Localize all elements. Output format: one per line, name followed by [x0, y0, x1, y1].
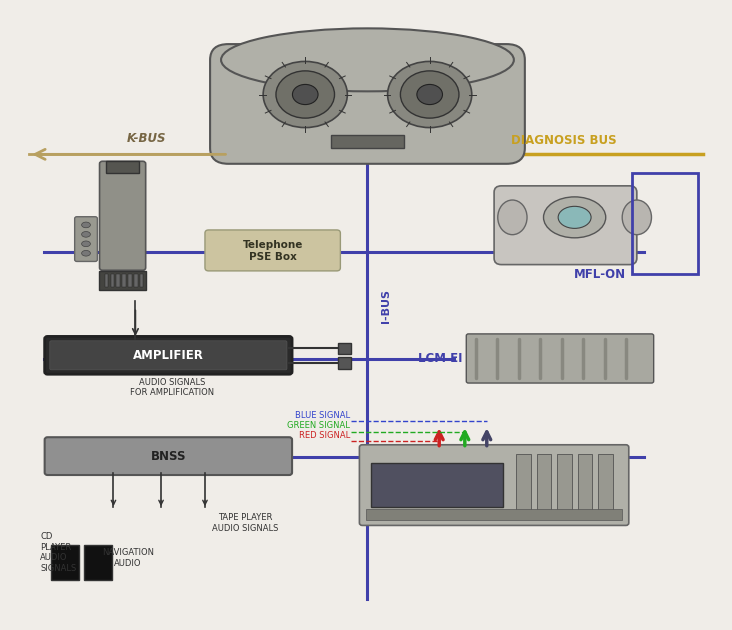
Ellipse shape	[81, 241, 90, 246]
FancyBboxPatch shape	[494, 186, 637, 265]
Text: Telephone
PSE Box: Telephone PSE Box	[242, 240, 303, 261]
FancyBboxPatch shape	[205, 230, 340, 271]
Ellipse shape	[81, 232, 90, 237]
Ellipse shape	[81, 250, 90, 256]
Bar	[106, 161, 139, 173]
Ellipse shape	[400, 71, 459, 118]
Bar	[134, 274, 138, 287]
Bar	[338, 343, 351, 355]
Bar	[338, 357, 351, 369]
Text: GREEN SIGNAL: GREEN SIGNAL	[287, 421, 350, 430]
Text: CD
PLAYER
AUDIO
SIGNALS: CD PLAYER AUDIO SIGNALS	[40, 532, 77, 573]
Text: AMPLIFIER: AMPLIFIER	[133, 349, 203, 362]
FancyBboxPatch shape	[100, 161, 146, 270]
Bar	[578, 454, 592, 517]
FancyBboxPatch shape	[45, 336, 292, 374]
Bar	[598, 454, 613, 517]
Bar	[128, 274, 132, 287]
FancyBboxPatch shape	[45, 437, 292, 475]
Text: RED SIGNAL: RED SIGNAL	[299, 431, 350, 440]
Bar	[140, 274, 143, 287]
Ellipse shape	[498, 200, 527, 234]
FancyBboxPatch shape	[210, 44, 525, 164]
Ellipse shape	[292, 84, 318, 105]
Text: NAVIGATION
AUDIO: NAVIGATION AUDIO	[102, 548, 154, 568]
Bar	[51, 545, 79, 580]
Text: MFL-ON: MFL-ON	[574, 268, 627, 281]
Text: I-BUS: I-BUS	[381, 289, 391, 323]
Ellipse shape	[622, 200, 651, 234]
Bar	[122, 274, 126, 287]
Text: K-BUS: K-BUS	[127, 132, 166, 145]
Bar	[99, 271, 146, 290]
Text: BNSS: BNSS	[151, 450, 186, 462]
Ellipse shape	[543, 197, 606, 238]
Bar	[105, 274, 108, 287]
Ellipse shape	[558, 207, 591, 228]
Bar	[557, 454, 572, 517]
Bar	[331, 135, 404, 148]
Text: AUDIO SIGNALS
FOR AMPLIFICATION: AUDIO SIGNALS FOR AMPLIFICATION	[130, 378, 214, 398]
FancyBboxPatch shape	[359, 445, 629, 525]
Bar	[516, 454, 531, 517]
Ellipse shape	[221, 28, 514, 91]
Bar	[84, 545, 112, 580]
Ellipse shape	[276, 71, 335, 118]
Ellipse shape	[417, 84, 442, 105]
Bar	[116, 274, 120, 287]
Ellipse shape	[387, 61, 471, 127]
FancyBboxPatch shape	[466, 334, 654, 383]
Bar	[371, 463, 503, 507]
Text: LCM EI: LCM EI	[418, 352, 463, 365]
FancyBboxPatch shape	[75, 217, 97, 261]
Bar	[366, 509, 622, 520]
Ellipse shape	[81, 222, 90, 227]
FancyBboxPatch shape	[50, 341, 287, 370]
Text: TAPE PLAYER
AUDIO SIGNALS: TAPE PLAYER AUDIO SIGNALS	[212, 513, 278, 533]
Text: BLUE SIGNAL: BLUE SIGNAL	[295, 411, 350, 420]
Bar	[537, 454, 551, 517]
Ellipse shape	[264, 61, 347, 127]
Text: DIAGNOSIS BUS: DIAGNOSIS BUS	[511, 134, 616, 147]
Bar	[111, 274, 114, 287]
